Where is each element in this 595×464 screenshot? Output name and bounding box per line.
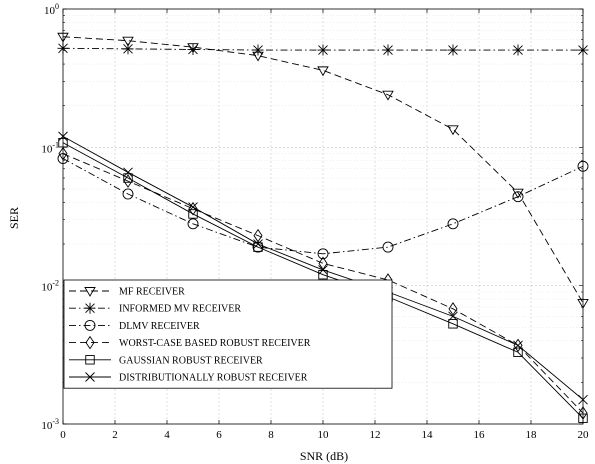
series-line bbox=[62, 158, 584, 255]
legend-marker bbox=[85, 355, 95, 365]
series-line bbox=[62, 36, 584, 304]
y-tick-label: 10-2 bbox=[41, 279, 59, 294]
data-point bbox=[188, 209, 198, 219]
data-point bbox=[382, 44, 394, 56]
legend-label: INFORMED MV RECEIVER bbox=[119, 304, 241, 315]
data-point bbox=[122, 188, 134, 200]
data-point bbox=[317, 248, 329, 260]
data-point bbox=[448, 311, 458, 322]
y-tick-label: 10-1 bbox=[41, 140, 59, 155]
x-tick-label: 18 bbox=[526, 429, 538, 441]
data-point bbox=[253, 242, 263, 252]
x-tick-label: 4 bbox=[164, 429, 170, 441]
legend-label: GAUSSIAN ROBUST RECEIVER bbox=[119, 355, 263, 366]
legend-box bbox=[63, 279, 393, 389]
y-axis-title: SER bbox=[7, 207, 21, 229]
x-tick-label: 16 bbox=[474, 429, 486, 441]
x-axis-title: SNR (dB) bbox=[300, 449, 348, 463]
x-tick-label: 0 bbox=[60, 429, 66, 441]
legend-marker bbox=[84, 319, 96, 331]
data-point bbox=[122, 43, 134, 55]
data-point bbox=[512, 188, 524, 199]
data-point bbox=[448, 319, 458, 329]
ticks bbox=[62, 8, 584, 425]
data-point bbox=[187, 43, 199, 55]
series-layer bbox=[57, 32, 589, 423]
data-point bbox=[187, 43, 199, 54]
data-point bbox=[253, 239, 263, 249]
data-point bbox=[447, 44, 459, 56]
data-point bbox=[187, 218, 199, 230]
data-point bbox=[123, 167, 133, 178]
x-tick-label: 2 bbox=[112, 429, 118, 441]
legend-label: WORST-CASE BASED ROBUST RECEIVER bbox=[119, 338, 311, 349]
legend: MF RECEIVER INFORMED MV RECEIVER DLMV RECE… bbox=[63, 279, 393, 389]
data-point bbox=[513, 347, 523, 357]
x-tick-label: 8 bbox=[268, 429, 274, 441]
x-tick-label: 6 bbox=[216, 429, 222, 441]
data-point bbox=[513, 340, 523, 351]
x-tick-label: 12 bbox=[370, 429, 381, 441]
data-point bbox=[448, 302, 458, 316]
y-tick-label: 100 bbox=[44, 2, 59, 17]
series-line bbox=[62, 142, 584, 419]
data-point bbox=[382, 241, 394, 253]
data-point bbox=[188, 202, 198, 212]
data-point bbox=[252, 44, 264, 56]
x-tick-label: 10 bbox=[318, 429, 330, 441]
x-tick-label: 14 bbox=[422, 429, 434, 441]
data-point bbox=[512, 191, 524, 203]
legend-label: DLMV RECEIVER bbox=[119, 321, 200, 332]
data-point bbox=[122, 36, 134, 47]
data-point bbox=[447, 218, 459, 230]
x-tick-label: 20 bbox=[578, 429, 590, 441]
x-tick-labels: 0 2 4 6 8 10 12 14 16 18 20 bbox=[60, 429, 589, 441]
data-point bbox=[512, 44, 524, 56]
data-point bbox=[123, 173, 133, 183]
legend-marker bbox=[84, 302, 96, 314]
y-tick-label: 10-3 bbox=[41, 417, 59, 432]
legend-label: MF RECEIVER bbox=[119, 287, 185, 298]
data-point bbox=[447, 125, 459, 136]
data-point bbox=[317, 66, 329, 77]
data-point bbox=[317, 44, 329, 56]
data-point bbox=[253, 228, 263, 243]
data-point bbox=[513, 338, 523, 353]
data-point bbox=[318, 265, 328, 275]
data-point bbox=[188, 201, 198, 216]
legend-marker bbox=[84, 287, 96, 297]
legend-marker bbox=[85, 372, 95, 382]
legend-label: DISTRIBUTIONALLY ROBUST RECEIVER bbox=[119, 373, 308, 384]
legend-marker bbox=[85, 335, 95, 350]
y-tick-labels: 10-3 10-2 10-1 100 bbox=[41, 2, 59, 432]
data-point bbox=[382, 90, 394, 101]
